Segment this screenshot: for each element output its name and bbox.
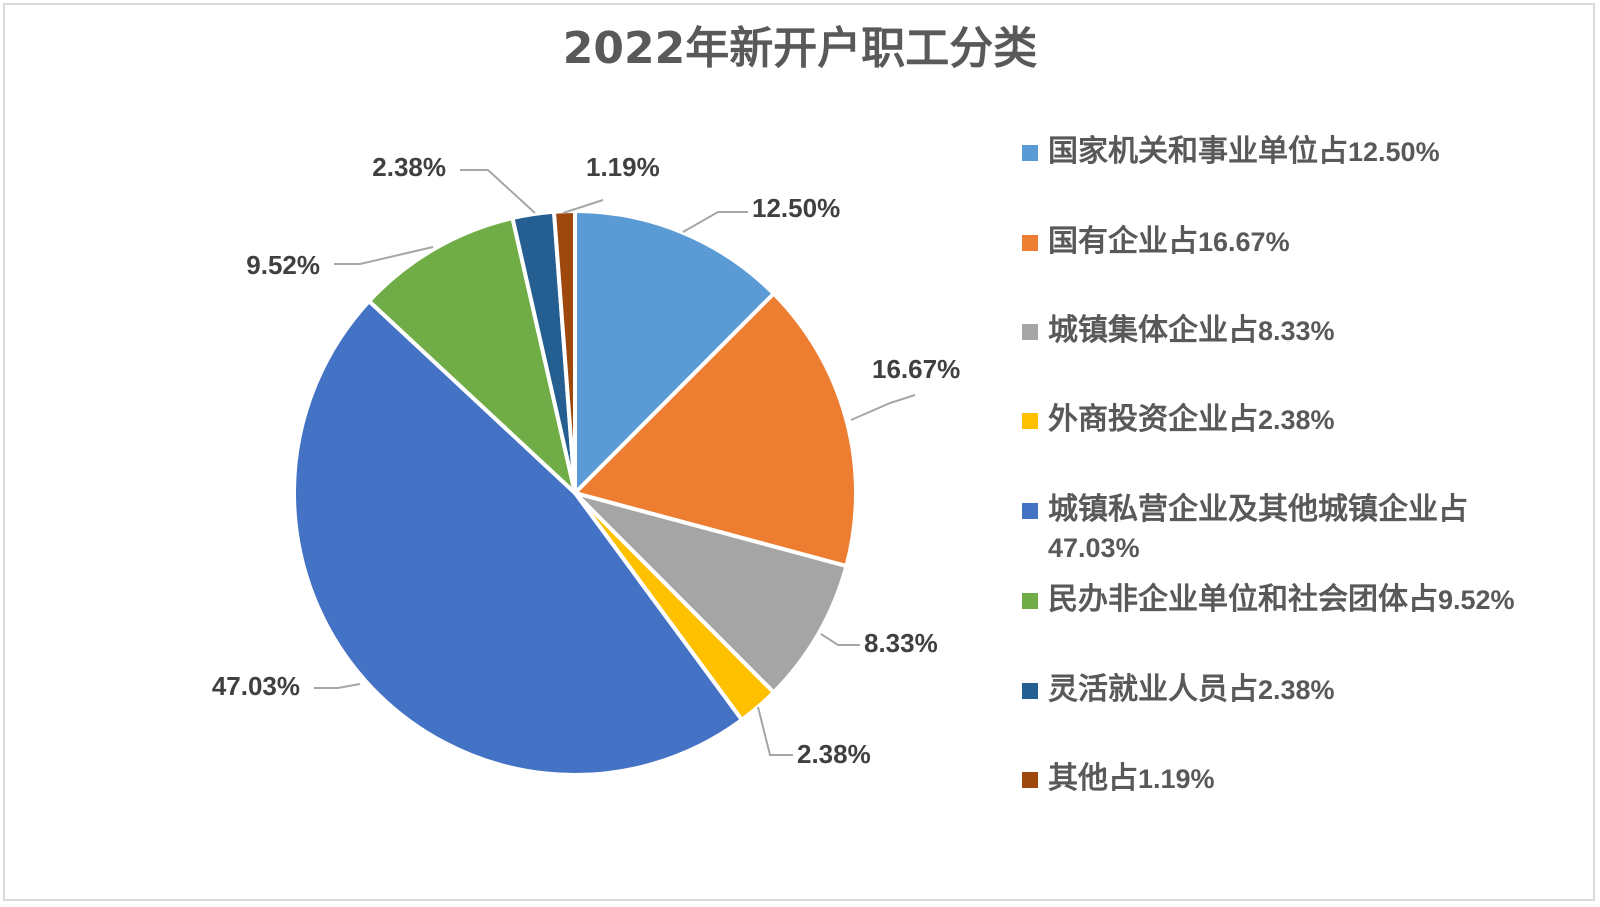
- legend-item[interactable]: 其他占1.19%: [1022, 760, 1215, 798]
- leader-line: [682, 211, 748, 233]
- legend-percent: 16.67%: [1198, 227, 1290, 257]
- legend-swatch-icon: [1022, 235, 1038, 251]
- legend-percent: 2.38%: [1258, 675, 1335, 705]
- legend-swatch-icon: [1022, 683, 1038, 699]
- data-labels: 12.50% 16.67% 8.33% 2.38% 47.03% 9.52% 2.38% 1.…: [212, 152, 960, 769]
- leader-line: [334, 246, 434, 265]
- legend-swatch-icon: [1022, 413, 1038, 429]
- legend-swatch-icon: [1022, 145, 1038, 161]
- legend-label: 外商投资企业占: [1048, 402, 1258, 437]
- leader-line: [820, 633, 860, 646]
- legend-swatch-icon: [1022, 772, 1038, 788]
- legend-label: 城镇私营企业及其他城镇企业占: [1048, 492, 1468, 527]
- legend-percent: 2.38%: [1258, 405, 1335, 435]
- leader-line: [850, 394, 916, 421]
- data-label: 12.50%: [752, 193, 840, 223]
- pie-slice[interactable]: [573, 291, 858, 569]
- data-label: 16.67%: [872, 354, 960, 384]
- legend-percent: 9.52%: [1438, 585, 1515, 615]
- legend-label: 国家机关和事业单位占: [1048, 134, 1348, 169]
- legend-item[interactable]: 灵活就业人员占2.38%: [1022, 671, 1335, 709]
- legend-percent: 1.19%: [1138, 764, 1215, 794]
- legend-swatch-icon: [1022, 503, 1038, 519]
- pie-slices: [292, 209, 858, 778]
- data-label: 1.19%: [586, 152, 660, 182]
- data-label: 47.03%: [212, 671, 300, 701]
- data-label: 8.33%: [864, 628, 938, 658]
- pie-slice[interactable]: [552, 209, 577, 495]
- legend-label: 其他占: [1048, 761, 1138, 796]
- legend-item[interactable]: 国有企业占16.67%: [1022, 223, 1290, 261]
- leader-line: [757, 706, 793, 756]
- pie-slice[interactable]: [367, 216, 577, 495]
- legend-swatch-icon: [1022, 593, 1038, 609]
- legend-item[interactable]: 城镇集体企业占8.33%: [1022, 312, 1335, 350]
- leader-line: [460, 169, 536, 214]
- legend-percent: 47.03%: [1048, 533, 1140, 563]
- legend-label: 城镇集体企业占: [1048, 313, 1258, 348]
- data-label: 2.38%: [372, 152, 446, 182]
- legend-percent: 12.50%: [1348, 137, 1440, 167]
- pie-slice[interactable]: [573, 491, 849, 695]
- data-label: 9.52%: [246, 250, 320, 280]
- data-label: 2.38%: [797, 739, 871, 769]
- legend-item[interactable]: 国家机关和事业单位占12.50%: [1022, 133, 1440, 171]
- leader-line: [562, 199, 604, 214]
- leader-lines: [314, 169, 916, 756]
- pie-slice[interactable]: [292, 299, 744, 778]
- legend-item[interactable]: 民办非企业单位和社会团体占9.52%: [1022, 581, 1515, 619]
- legend-label: 灵活就业人员占: [1048, 672, 1258, 707]
- legend-label: 国有企业占: [1048, 224, 1198, 259]
- legend-item[interactable]: 外商投资企业占2.38%: [1022, 401, 1335, 439]
- pie-slice[interactable]: [573, 209, 776, 495]
- legend-percent: 8.33%: [1258, 316, 1335, 346]
- leader-line: [314, 683, 361, 689]
- legend-label: 民办非企业单位和社会团体占: [1048, 582, 1438, 617]
- legend-item[interactable]: 城镇私营企业及其他城镇企业占 47.03%: [1022, 491, 1528, 567]
- legend-swatch-icon: [1022, 324, 1038, 340]
- chart-title: 2022年新开户职工分类: [562, 23, 1038, 74]
